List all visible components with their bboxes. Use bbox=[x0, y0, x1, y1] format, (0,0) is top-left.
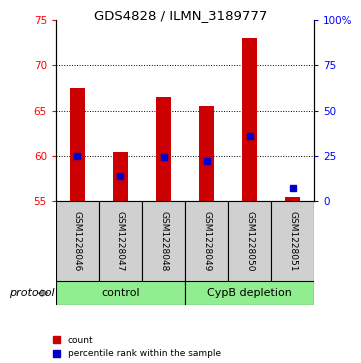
Bar bbox=[142, 201, 185, 281]
Bar bbox=[242, 38, 257, 201]
Text: GSM1228046: GSM1228046 bbox=[73, 211, 82, 272]
Bar bbox=[56, 281, 185, 305]
Bar bbox=[70, 88, 85, 201]
Bar bbox=[56, 201, 99, 281]
Text: GDS4828 / ILMN_3189777: GDS4828 / ILMN_3189777 bbox=[94, 9, 267, 22]
Text: protocol: protocol bbox=[9, 288, 55, 298]
Text: control: control bbox=[101, 288, 140, 298]
Text: GSM1228051: GSM1228051 bbox=[288, 211, 297, 272]
Bar bbox=[156, 97, 171, 201]
Legend: count, percentile rank within the sample: count, percentile rank within the sample bbox=[53, 336, 221, 359]
Text: GSM1228050: GSM1228050 bbox=[245, 211, 254, 272]
Bar bbox=[199, 106, 214, 201]
Bar bbox=[271, 201, 314, 281]
Bar bbox=[285, 197, 300, 201]
Text: GSM1228049: GSM1228049 bbox=[202, 211, 211, 272]
Bar bbox=[185, 201, 228, 281]
Bar bbox=[228, 201, 271, 281]
Text: CypB depletion: CypB depletion bbox=[207, 288, 292, 298]
Text: GSM1228047: GSM1228047 bbox=[116, 211, 125, 272]
Bar bbox=[113, 152, 128, 201]
Bar bbox=[99, 201, 142, 281]
Bar bbox=[185, 281, 314, 305]
Text: GSM1228048: GSM1228048 bbox=[159, 211, 168, 272]
